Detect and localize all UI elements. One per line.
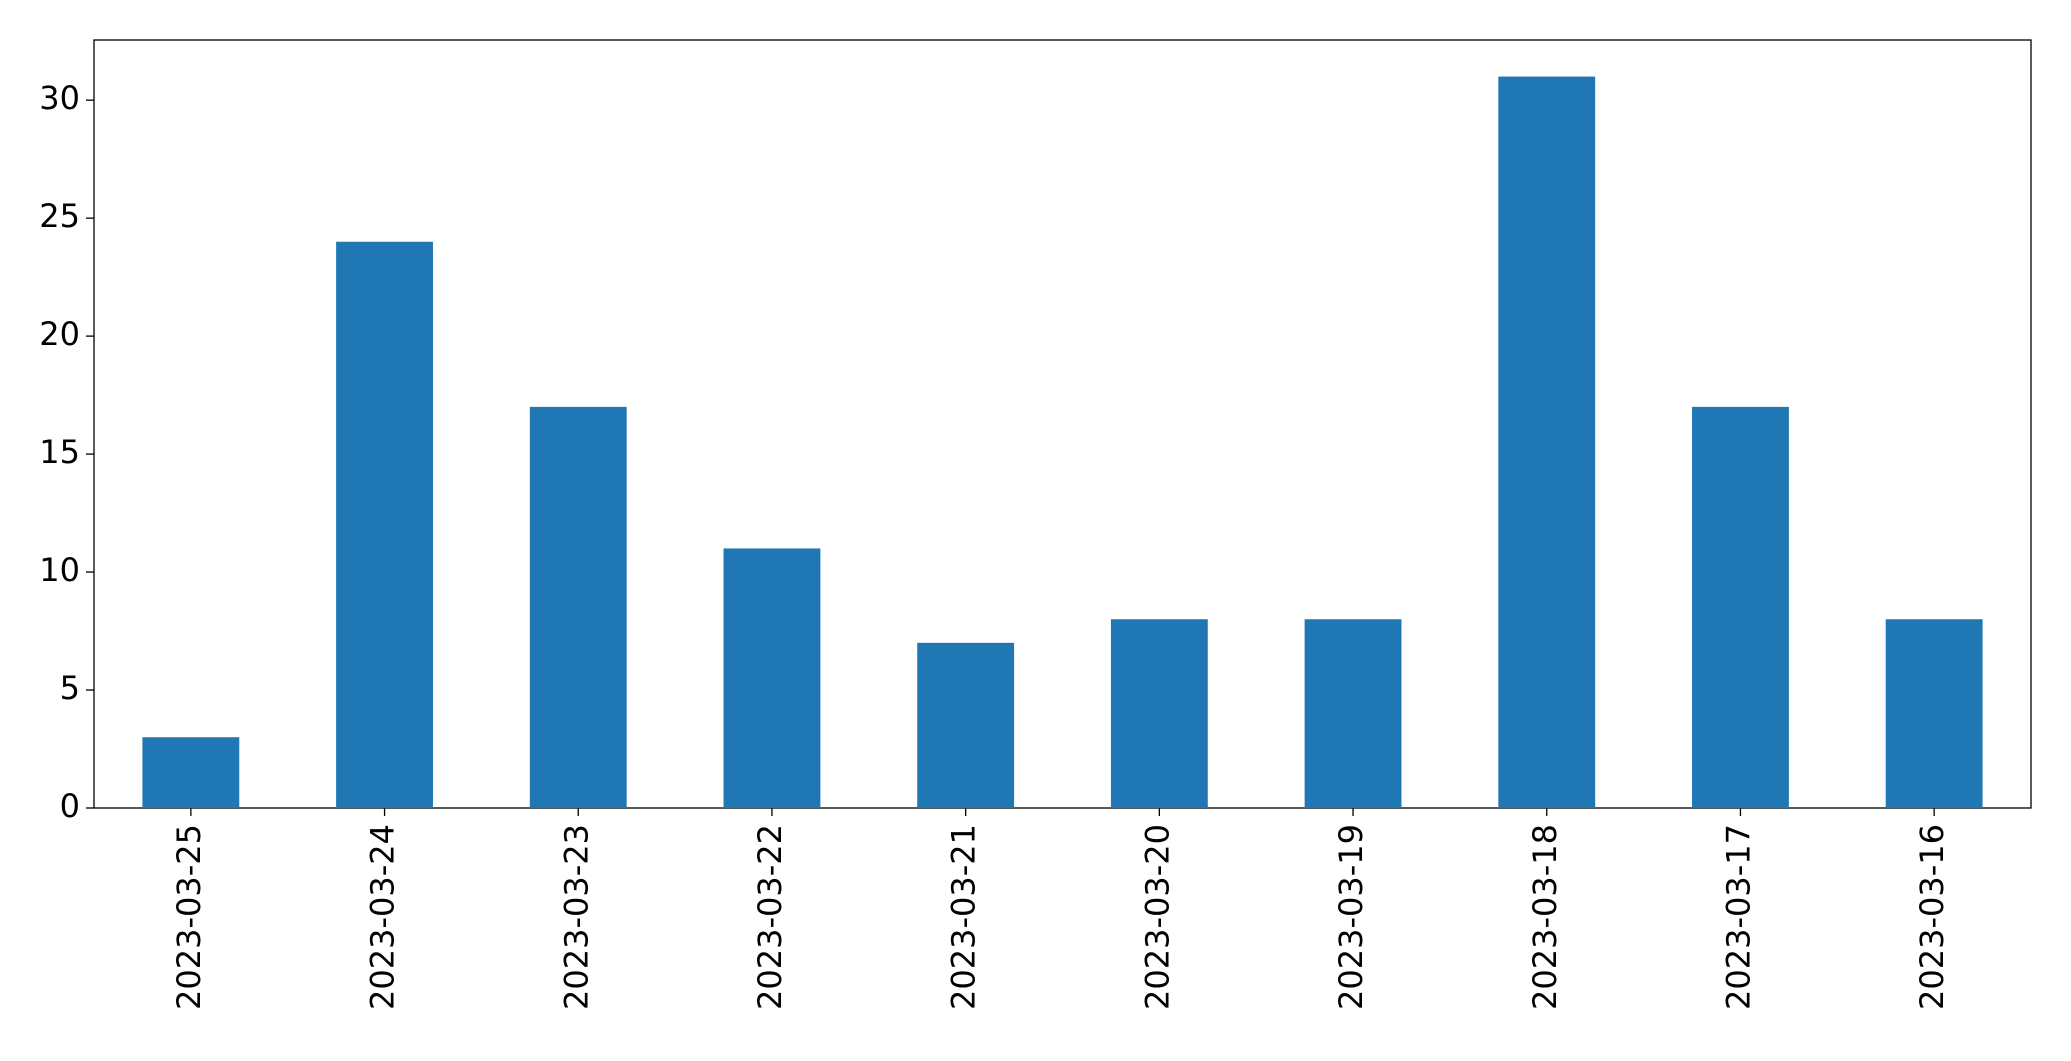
x-tick-label: 2023-03-22 (751, 824, 789, 1010)
x-tick-label: 2023-03-21 (945, 824, 983, 1010)
bar (1885, 619, 1983, 808)
bar (1692, 406, 1789, 808)
x-tick-label: 2023-03-23 (557, 824, 595, 1010)
x-tick-label: 2023-03-25 (170, 824, 208, 1010)
bar (917, 642, 1015, 808)
x-tick-label: 2023-03-24 (364, 824, 402, 1010)
bar (1498, 76, 1596, 809)
bar (1110, 619, 1208, 808)
bar (529, 406, 627, 808)
bar (336, 241, 433, 808)
x-tick-label: 2023-03-20 (1138, 824, 1176, 1010)
y-tick-label: 10 (39, 551, 80, 589)
y-tick-label: 25 (39, 197, 80, 235)
bar (1304, 619, 1402, 808)
bar (723, 548, 821, 808)
y-tick-label: 30 (39, 79, 80, 117)
y-tick-label: 5 (60, 669, 80, 707)
bar (142, 737, 240, 808)
y-tick-label: 20 (39, 315, 80, 353)
y-tick-label: 0 (60, 787, 80, 825)
x-tick-label: 2023-03-18 (1526, 824, 1564, 1010)
x-tick-label: 2023-03-17 (1719, 824, 1757, 1010)
plot-frame (93, 39, 2032, 809)
x-tick-label: 2023-03-16 (1913, 824, 1951, 1010)
y-tick-label: 15 (39, 433, 80, 471)
x-tick-label: 2023-03-19 (1332, 824, 1370, 1010)
